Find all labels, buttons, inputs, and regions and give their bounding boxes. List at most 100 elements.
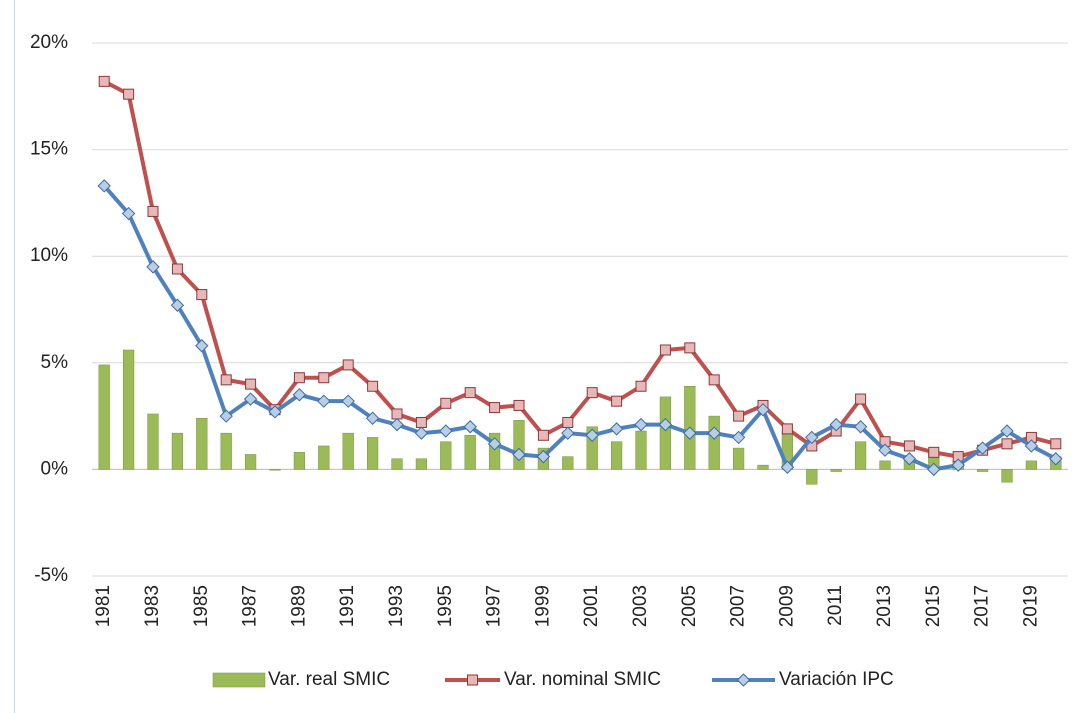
marker <box>609 422 624 436</box>
y-tick-label: 10% <box>30 245 68 266</box>
marker <box>780 460 795 474</box>
y-tick-label: 5% <box>41 352 69 373</box>
x-tick-label: 1993 <box>386 585 407 627</box>
x-tick-label: 2007 <box>728 585 749 627</box>
y-tick-label: 15% <box>30 139 68 160</box>
bar <box>1001 469 1013 483</box>
marker <box>853 420 868 434</box>
marker <box>736 673 751 687</box>
bar <box>464 435 476 470</box>
marker <box>927 462 941 477</box>
marker <box>928 446 940 458</box>
marker <box>634 417 648 432</box>
marker <box>146 260 160 274</box>
legend-label: Variación IPC <box>779 669 894 690</box>
bar <box>854 441 867 470</box>
bar <box>366 437 379 470</box>
marker <box>245 378 257 390</box>
marker <box>756 402 770 417</box>
bar <box>391 458 403 470</box>
marker <box>98 75 110 87</box>
marker <box>562 416 574 428</box>
x-tick-label: 2017 <box>972 585 993 627</box>
bar <box>976 469 989 472</box>
bar <box>98 364 110 470</box>
bar <box>708 415 720 470</box>
marker <box>467 674 478 686</box>
bar <box>122 349 135 470</box>
marker <box>536 449 551 464</box>
line <box>103 79 1057 459</box>
line <box>102 184 1057 472</box>
bar <box>635 430 647 470</box>
marker <box>878 443 892 457</box>
bar <box>196 417 208 470</box>
marker <box>171 263 183 275</box>
legend-label: Var. nominal SMIC <box>504 669 661 690</box>
marker <box>512 447 526 462</box>
marker <box>658 417 673 432</box>
bar <box>1025 460 1038 470</box>
marker <box>293 372 305 384</box>
marker <box>317 394 331 408</box>
marker <box>147 205 159 217</box>
marker <box>170 298 185 312</box>
marker <box>414 426 429 440</box>
x-tick-label: 1991 <box>337 585 358 627</box>
marker <box>537 429 549 441</box>
marker <box>708 374 720 386</box>
marker <box>733 410 745 422</box>
marker <box>513 399 525 411</box>
marker <box>611 395 623 407</box>
y-tick-label: -5% <box>34 565 68 586</box>
bar <box>830 469 842 472</box>
marker <box>121 206 136 221</box>
bar <box>440 441 452 470</box>
marker <box>390 417 404 432</box>
bar <box>562 456 574 470</box>
marker <box>855 393 867 405</box>
bar <box>879 460 891 470</box>
marker <box>365 411 380 425</box>
marker <box>439 424 453 438</box>
marker <box>781 423 793 435</box>
marker <box>635 380 647 392</box>
legend-swatch <box>212 672 266 688</box>
x-tick-label: 1997 <box>484 585 505 627</box>
marker <box>659 344 671 356</box>
marker <box>219 409 233 423</box>
bar <box>318 445 330 470</box>
marker <box>684 342 696 354</box>
marker <box>292 388 307 402</box>
marker <box>367 380 379 392</box>
marker <box>195 339 209 353</box>
x-tick-label: 2013 <box>874 585 895 627</box>
marker <box>1000 424 1014 438</box>
bar <box>244 454 257 470</box>
bar <box>732 447 745 470</box>
x-tick-label: 2005 <box>679 585 700 627</box>
bar <box>513 420 525 470</box>
bar <box>806 469 818 485</box>
x-tick-label: 2015 <box>923 585 944 627</box>
marker <box>489 402 501 414</box>
x-tick-label: 1983 <box>142 585 163 627</box>
bar <box>586 426 598 470</box>
bar <box>171 432 184 470</box>
bar <box>415 458 428 470</box>
marker <box>975 441 990 455</box>
bar <box>293 452 306 470</box>
y-tick-label: 0% <box>41 458 69 479</box>
bar <box>147 413 159 470</box>
marker <box>342 359 354 371</box>
marker <box>1050 438 1062 450</box>
bar <box>659 396 672 470</box>
x-tick-label: 1981 <box>93 585 114 627</box>
marker <box>243 392 258 406</box>
marker <box>440 397 452 409</box>
y-tick-label: 20% <box>30 32 68 53</box>
marker <box>1049 452 1063 466</box>
bar <box>610 441 623 470</box>
marker <box>1024 439 1039 453</box>
